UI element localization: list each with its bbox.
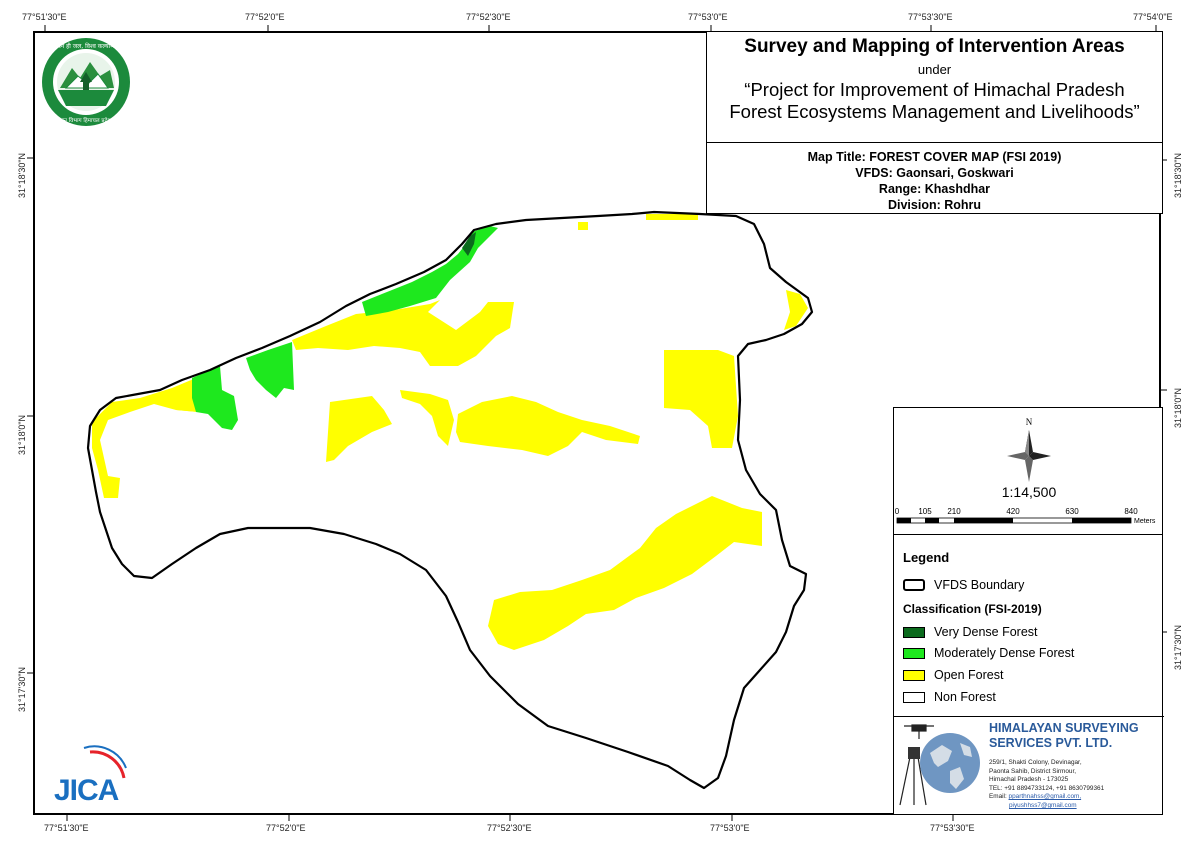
scale-ratio: 1:14,500 [1001, 484, 1057, 500]
legend-moderately-dense-label: Moderately Dense Forest [934, 646, 1075, 660]
legend-row-boundary: VFDS Boundary [903, 578, 1024, 592]
coord-top-6: 77°54'0"E [1133, 12, 1173, 22]
scale-tick-630: 630 [1065, 507, 1079, 516]
map-main-title: Survey and Mapping of Intervention Areas [744, 36, 1125, 57]
forest-department-logo: वन ही जल, विश्व कल्याण वन विभाग हिमाचल प… [42, 38, 130, 126]
map-info-division: Division: Rohru [887, 198, 982, 212]
scale-tick-420: 420 [1006, 507, 1020, 516]
very-dense-forest-patches [462, 232, 476, 256]
project-line-2: Forest Ecosystems Management and Livelih… [729, 101, 1140, 122]
legend-non-forest-label: Non Forest [934, 690, 996, 704]
legend-open-label: Open Forest [934, 668, 1004, 682]
scale-tick-105: 105 [918, 507, 932, 516]
project-line-1: “Project for Improvement of Himachal Pra… [744, 79, 1125, 100]
non-forest-swatch [903, 691, 925, 703]
company-address-line-3: Himachal Pradesh - 173025 [989, 776, 1069, 784]
coord-bottom-5: 77°53'30"E [930, 823, 975, 833]
company-email-2[interactable]: piyushhss7@gmail.com [1009, 801, 1077, 809]
legend-panel: N 1:14,500 0 105 210 420 630 840 Meters … [893, 407, 1164, 817]
classification-title: Classification (FSI-2019) [903, 602, 1042, 616]
company-logo-icon [899, 724, 980, 806]
title-block: Survey and Mapping of Intervention Areas… [706, 31, 1163, 214]
open-forest-patches [92, 214, 808, 650]
legend-boundary-label: VFDS Boundary [934, 578, 1025, 592]
map-info-range: Range: Khashdhar [878, 182, 991, 196]
coord-top-5: 77°53'30"E [908, 12, 953, 22]
coord-top-2: 77°52'0"E [245, 12, 285, 22]
project-name: “Project for Improvement of Himachal Pra… [707, 79, 1162, 123]
scale-unit: Meters [1134, 518, 1156, 525]
coord-bottom-3: 77°52'30"E [487, 823, 532, 833]
legend-row-very-dense: Very Dense Forest [903, 625, 1038, 639]
legend-row-non-forest: Non Forest [903, 690, 996, 704]
title-divider [707, 142, 1162, 143]
company-email-label: Email: [989, 793, 1007, 801]
legend-row-moderately-dense: Moderately Dense Forest [903, 646, 1074, 660]
coord-top-3: 77°52'30"E [466, 12, 511, 22]
graticule-ticks [27, 25, 1167, 821]
coord-bottom-2: 77°52'0"E [266, 823, 306, 833]
company-name-line-2: SERVICES PVT. LTD. [989, 736, 1113, 750]
jica-logo: JICA [54, 745, 127, 807]
legend-very-dense-label: Very Dense Forest [934, 625, 1038, 639]
panel-divider [894, 534, 1162, 535]
boundary-swatch [903, 579, 925, 591]
company-address-line-2: Paonta Sahib, District Sirmour, [989, 767, 1077, 775]
company-name: HIMALAYAN SURVEYING SERVICES PVT. LTD. [989, 721, 1139, 751]
vfds-boundary [86, 210, 814, 790]
coord-top-1: 77°51'30"E [22, 12, 67, 22]
map-title-under: under [917, 62, 952, 77]
company-name-line-1: HIMALAYAN SURVEYING [989, 721, 1139, 735]
company-address-line-1: 259/1, Shakti Colony, Devinagar, [989, 759, 1082, 766]
company-address: 259/1, Shakti Colony, Devinagar, Paonta … [989, 759, 1104, 811]
company-block: HIMALAYAN SURVEYING SERVICES PVT. LTD. 2… [894, 716, 1164, 817]
scale-tick-0: 0 [895, 507, 900, 516]
scale-tick-210: 210 [947, 507, 961, 516]
scale-tick-840: 840 [1124, 507, 1138, 516]
coord-bottom-4: 77°53'0"E [710, 823, 750, 833]
forest-logo-text: वन ही जल, विश्व कल्याण [58, 42, 116, 50]
scale-bar: 0 105 210 420 630 840 Meters [895, 507, 1156, 525]
coord-top-4: 77°53'0"E [688, 12, 728, 22]
coord-bottom-1: 77°51'30"E [44, 823, 89, 833]
north-arrow-icon: N [1007, 417, 1051, 482]
legend-title: Legend [903, 550, 950, 565]
company-address-line-4: TEL: +91 8894733124, +91 8630799361 [989, 784, 1105, 792]
company-email-1[interactable]: pparthnahss@gmail.com, [1008, 793, 1082, 801]
legend-row-open: Open Forest [903, 668, 1003, 682]
very-dense-swatch [903, 626, 925, 638]
forest-logo-subtext: वन विभाग हिमाचल प्रदेश [61, 117, 112, 124]
map-info-title: Map Title: FOREST COVER MAP (FSI 2019) [807, 150, 1062, 164]
map-info: Map Title: FOREST COVER MAP (FSI 2019) V… [707, 149, 1162, 213]
moderately-dense-swatch [903, 647, 925, 659]
jica-logo-text: JICA [54, 774, 119, 807]
north-label: N [1026, 417, 1033, 427]
open-forest-swatch [903, 669, 925, 681]
map-info-vfds: VFDS: Gaonsari, Goskwari [855, 166, 1014, 180]
